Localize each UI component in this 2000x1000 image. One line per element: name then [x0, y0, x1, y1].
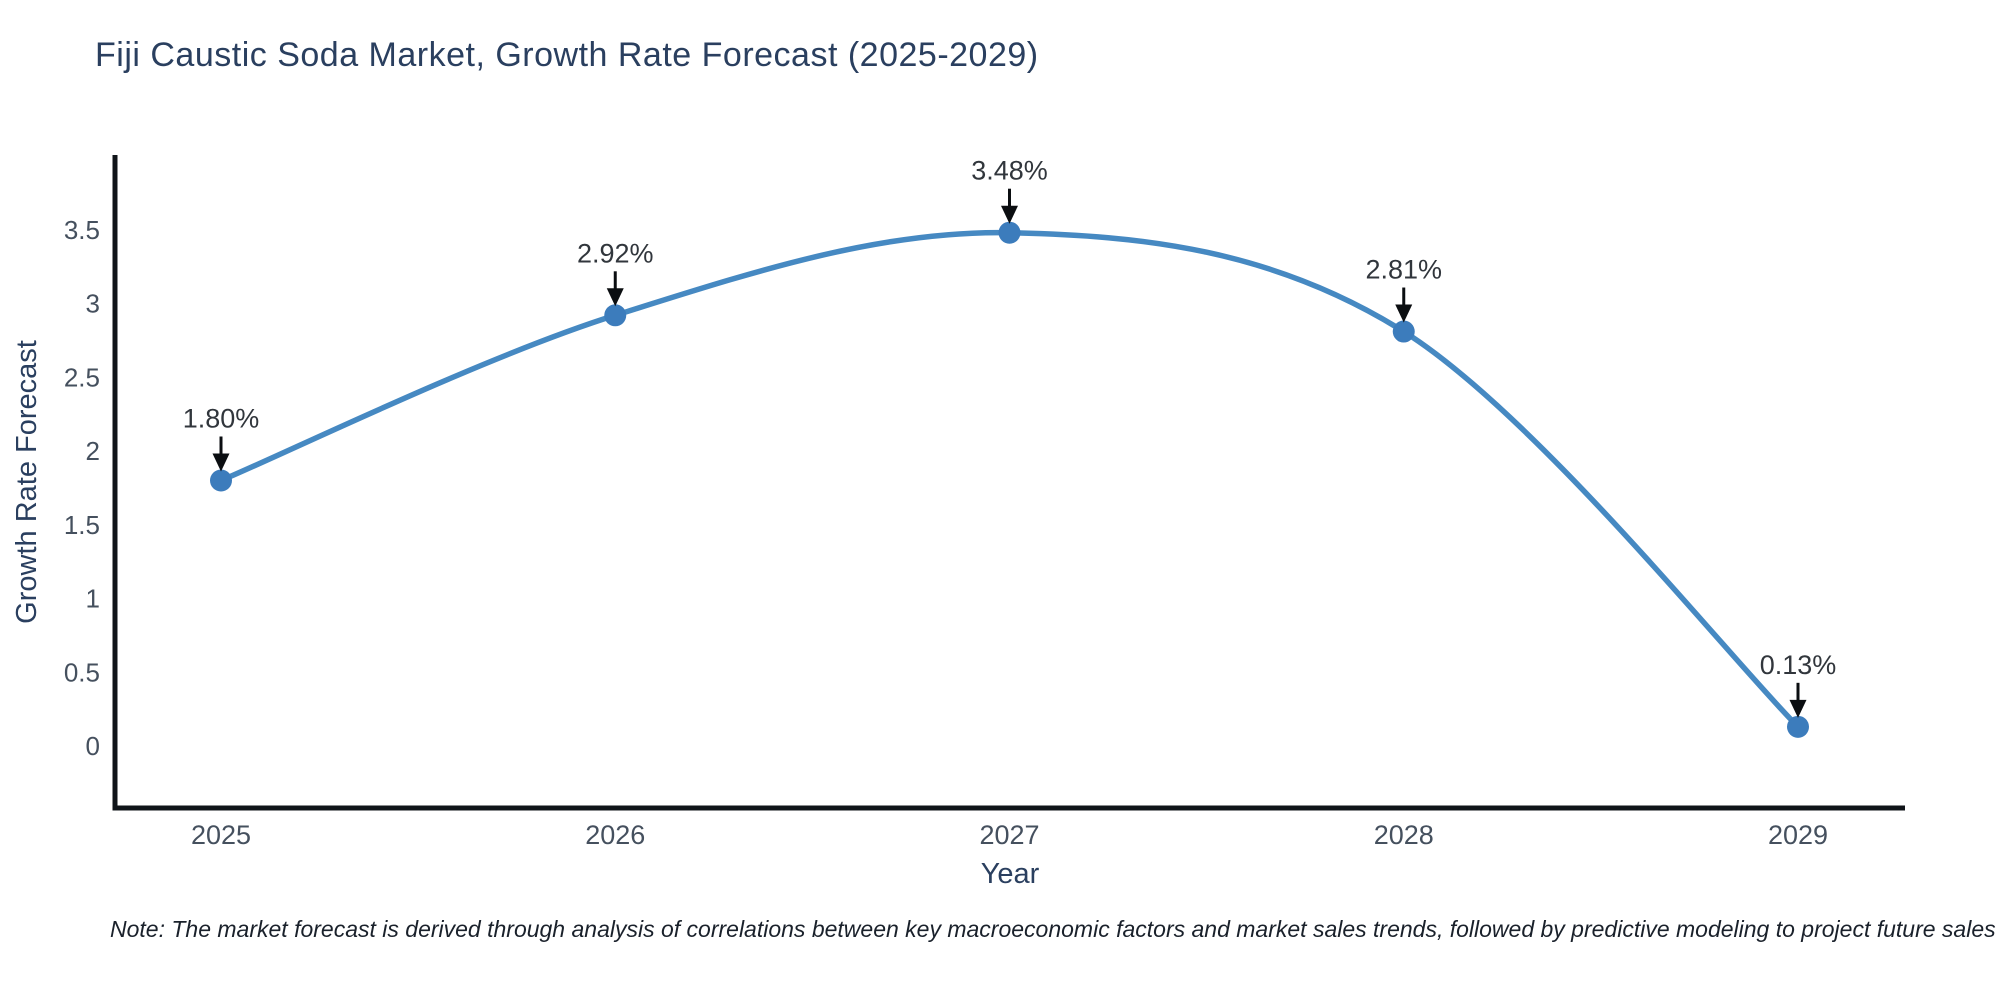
annotation-arrow-head	[606, 288, 624, 307]
y-tick-label: 2.5	[64, 362, 100, 392]
growth-rate-line-series	[218, 229, 1801, 730]
data-point-label: 2.81%	[1365, 255, 1442, 285]
x-tick-label: 2029	[1768, 820, 1828, 850]
data-point-label: 3.48%	[971, 156, 1048, 186]
y-tick-label: 3	[86, 289, 100, 319]
annotation-arrow-head	[212, 453, 230, 472]
data-point-marker	[998, 221, 1021, 244]
annotation-arrow-head	[1789, 699, 1807, 718]
data-point-marker	[210, 469, 232, 492]
y-tick-label: 1	[86, 584, 100, 614]
y-tick-label: 1.5	[64, 510, 100, 540]
x-axis-title: Year	[981, 858, 1040, 890]
chart-title: Fiji Caustic Soda Market, Growth Rate Fo…	[95, 36, 1039, 74]
y-tick-label: 0	[86, 731, 100, 761]
y-tick-label: 0.5	[64, 657, 100, 687]
data-point-label: 1.80%	[183, 404, 260, 434]
footnote-text: Note: The market forecast is derived thr…	[110, 916, 1996, 942]
x-tick-label: 2028	[1374, 820, 1434, 850]
data-point-marker	[1787, 715, 1809, 738]
y-axis-title: Growth Rate Forecast	[11, 340, 43, 624]
y-tick-label: 2	[86, 436, 100, 466]
annotation-arrow-head	[1001, 205, 1018, 224]
data-point-marker	[604, 304, 627, 327]
data-point-label: 0.13%	[1760, 650, 1837, 680]
x-tick-label: 2027	[979, 820, 1039, 850]
x-tick-label: 2026	[585, 820, 645, 850]
data-point-marker	[1392, 320, 1415, 343]
data-point-label: 2.92%	[577, 238, 654, 268]
x-tick-label: 2025	[191, 820, 251, 850]
y-tick-label: 3.5	[64, 215, 100, 245]
annotation-arrow-head	[1395, 304, 1413, 323]
